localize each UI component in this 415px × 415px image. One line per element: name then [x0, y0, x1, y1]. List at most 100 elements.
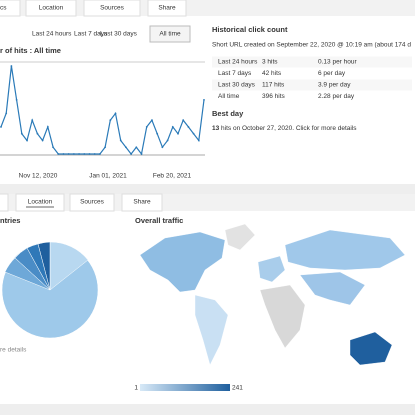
cell: 6 per day: [318, 70, 346, 77]
hits-point: [177, 132, 179, 135]
legend-min: 1: [134, 385, 138, 392]
tab-label[interactable]: Location: [39, 5, 64, 12]
hits-point: [98, 153, 101, 155]
tab[interactable]: [0, 0, 21, 17]
hits-point: [151, 119, 153, 122]
hits-point: [62, 153, 65, 155]
hits-point: [197, 139, 200, 142]
hits-point: [135, 146, 138, 149]
tab-label[interactable]: Share: [158, 5, 176, 12]
hits-point: [140, 153, 143, 155]
range-button[interactable]: Last 7 days: [74, 31, 108, 38]
cell: 117 hits: [262, 82, 285, 89]
region: [224, 223, 256, 251]
section-title: Best day: [212, 109, 244, 118]
row-bg: [212, 79, 412, 91]
legend-max: 241: [232, 385, 243, 392]
section-title: Overall traffic: [135, 216, 183, 225]
stats-table: Last 24 hours 3 hits 0.13 per hour Last 7 d…: [212, 56, 412, 100]
x-label: Nov 12, 2020: [19, 173, 58, 180]
hits-point: [182, 119, 185, 122]
region: [257, 255, 286, 283]
hits-point: [15, 98, 18, 101]
tab[interactable]: [121, 193, 163, 212]
range-button[interactable]: All time: [159, 31, 181, 38]
cell: 3.9 per day: [318, 82, 351, 89]
best-day-hits: 13: [212, 125, 220, 132]
region-highlight: [349, 331, 393, 366]
hits-point: [72, 153, 75, 155]
hits-point: [26, 139, 28, 142]
hits-point: [125, 146, 127, 149]
tab[interactable]: [83, 0, 141, 17]
hits-point: [41, 139, 44, 142]
bottom-tabs[interactable]: Location Sources Share: [0, 193, 163, 212]
best-day-detail[interactable]: hits on October 27, 2020. Click for more…: [221, 125, 357, 132]
hits-point: [83, 153, 86, 155]
cell: 0.13 per hour: [318, 59, 358, 66]
hits-point: [10, 65, 13, 67]
tab[interactable]: [69, 193, 115, 212]
hits-point: [0, 126, 2, 128]
hits-point: [36, 132, 39, 135]
range-buttons[interactable]: Last 24 hours Last 7 days Last 30 days A…: [32, 25, 191, 43]
cell: 3 hits: [262, 59, 278, 66]
tab-label[interactable]: Sources: [80, 199, 105, 206]
hits-point: [31, 119, 34, 122]
pie-slice: [4, 257, 51, 291]
range-button[interactable]: Last 24 hours: [32, 31, 72, 38]
tab[interactable]: [25, 0, 77, 17]
tab-label[interactable]: cs: [0, 5, 7, 12]
line-chart: [0, 61, 205, 156]
chart-title: r of hits : All time: [0, 46, 61, 55]
legend-gradient: [140, 384, 230, 391]
tab[interactable]: [147, 0, 187, 17]
hits-point: [88, 153, 91, 155]
cell: Last 7 days: [218, 70, 252, 77]
pie: [1, 241, 99, 339]
footer-band: [0, 404, 415, 415]
region: [194, 294, 229, 366]
hits-point: [67, 153, 70, 155]
region: [139, 231, 226, 293]
top-tabs[interactable]: cs Location Sources Share: [0, 0, 187, 17]
hits-point: [145, 126, 148, 128]
hits-point: [171, 126, 174, 128]
details-link[interactable]: re details: [0, 347, 27, 354]
best-day-text[interactable]: 13 hits on October 27, 2020. Click for m…: [212, 125, 357, 132]
hits-point: [93, 153, 96, 155]
tab[interactable]: [0, 193, 9, 212]
hits-point: [104, 146, 107, 149]
range-button-active[interactable]: [149, 25, 191, 43]
cell: 2.28 per day: [318, 93, 355, 100]
region: [259, 284, 306, 349]
row-bg: [212, 56, 412, 68]
range-button[interactable]: Last 30 days: [100, 31, 138, 38]
region: [284, 229, 406, 271]
hits-point: [156, 132, 159, 135]
world-map: [139, 223, 406, 366]
hits-point: [119, 139, 122, 142]
hits-point: [78, 153, 80, 155]
hits-point: [52, 146, 54, 149]
hits-point: [187, 126, 190, 128]
hits-point: [46, 126, 49, 128]
tab-label[interactable]: Share: [133, 199, 151, 206]
region: [299, 271, 366, 306]
x-label: Jan 01, 2021: [89, 173, 127, 180]
hits-point: [166, 139, 169, 142]
section-title: ntries: [0, 216, 20, 225]
x-label: Feb 20, 2021: [153, 173, 192, 180]
cell: All time: [218, 93, 240, 100]
hits-point: [109, 119, 112, 122]
hits-point: [20, 132, 23, 135]
tab-label[interactable]: Location: [28, 199, 53, 206]
separator: [0, 184, 415, 194]
tab-label[interactable]: Sources: [100, 5, 125, 12]
cell: Last 24 hours: [218, 59, 258, 66]
created-text: Short URL created on September 22, 2020 …: [212, 42, 411, 49]
hits-point: [192, 132, 195, 135]
hits-point: [57, 153, 60, 155]
